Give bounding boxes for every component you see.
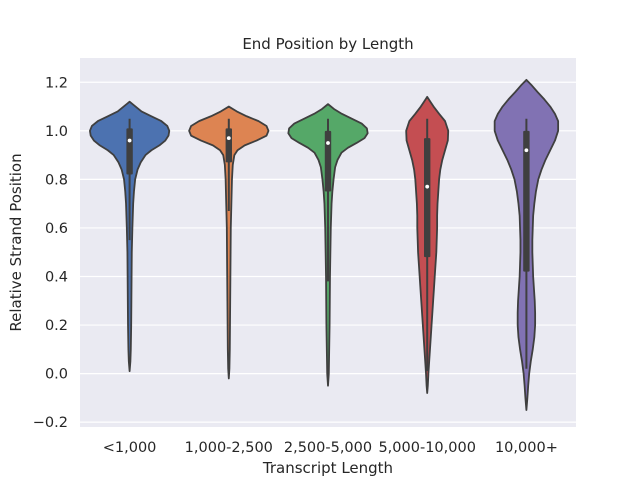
y-tick-label: 1.2: [45, 75, 68, 91]
violin-iqr-box: [126, 128, 133, 175]
violin-median-dot: [524, 148, 529, 153]
violin-iqr-box: [324, 130, 332, 192]
violin-median-dot: [425, 184, 430, 189]
violin-median-dot: [127, 138, 132, 143]
x-tick-label: 1,000-2,500: [185, 440, 273, 456]
y-tick-label: 0.6: [45, 221, 68, 237]
y-tick-label: −0.2: [33, 415, 68, 431]
violin-iqr-box: [424, 138, 431, 258]
violin-iqr-box: [225, 128, 232, 163]
x-tick-label: <1,000: [103, 440, 157, 456]
y-tick-label: 0.2: [45, 318, 68, 334]
violin-median-dot: [326, 141, 330, 145]
x-tick-label: 5,000-10,000: [378, 440, 475, 456]
y-axis-title: Relative Strand Position: [7, 153, 25, 331]
x-tick-label: 2,500-5,000: [284, 440, 372, 456]
y-tick-label: 0.4: [45, 269, 68, 285]
y-tick-label: 1.0: [45, 124, 68, 140]
y-tick-label: 0.8: [45, 172, 68, 188]
x-axis-title: Transcript Length: [262, 459, 393, 477]
violin-median-dot: [226, 136, 231, 141]
y-tick-labels: −0.2 0.0 0.2 0.4 0.6 0.8 1.0 1.2: [33, 75, 68, 431]
chart-title: End Position by Length: [242, 35, 413, 53]
violin-group: [89, 78, 560, 411]
x-tick-label: 10,000+: [495, 440, 558, 456]
x-tick-labels: <1,000 1,000-2,500 2,500-5,000 5,000-10,000…: [103, 440, 558, 456]
violin-body: [188, 105, 270, 380]
y-tick-label: 0.0: [45, 367, 68, 383]
violin-iqr-box: [523, 130, 530, 272]
